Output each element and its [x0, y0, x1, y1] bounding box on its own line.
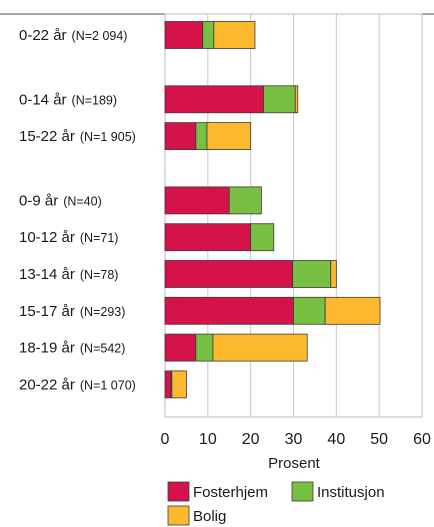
bar-segment-fosterhjem: [164, 223, 252, 252]
bar-segment-institusjon: [202, 21, 215, 49]
bar-segment-fosterhjem: [164, 21, 204, 49]
x-tick-labels: 0 10 20 30 40 50 60: [161, 431, 431, 448]
bar-segment-bolig: [330, 260, 337, 288]
legend: Fosterhjem Institusjon Bolig: [167, 481, 385, 526]
bar-segment-bolig: [206, 122, 252, 150]
bar-segment-fosterhjem: [164, 260, 294, 288]
bar-segment-bolig: [212, 333, 308, 362]
legend-swatch-fosterhjem: [167, 481, 190, 502]
bar-segment-institusjon: [195, 333, 214, 362]
bars: [164, 21, 381, 399]
x-tick-label: 0: [161, 431, 170, 448]
bar-segment-fosterhjem: [164, 85, 264, 114]
bar-segment-institusjon: [292, 260, 332, 288]
bar-segment-fosterhjem: [164, 333, 197, 362]
category-label: 0-22 år (N=2 094): [19, 27, 127, 44]
x-axis-title: Prosent: [268, 455, 321, 472]
bar-segment-bolig: [324, 296, 381, 325]
bar-segment-fosterhjem: [164, 370, 172, 399]
x-tick-label: 10: [199, 431, 217, 448]
category-label: 0-14 år (N=189): [19, 91, 117, 108]
x-tick-label: 50: [370, 431, 388, 448]
legend-label: Bolig: [193, 508, 226, 525]
category-labels: 0-22 år (N=2 094) 0-14 år (N=189) 15-22 år (N…: [19, 27, 136, 393]
category-label: 18-19 år (N=542): [19, 340, 125, 357]
bar-segment-institusjon: [293, 296, 326, 325]
bar-segment-bolig: [213, 21, 256, 49]
bar-segment-fosterhjem: [164, 296, 294, 325]
bar-segment-bolig: [171, 370, 187, 399]
category-label: 20-22 år (N=1 070): [19, 376, 136, 393]
bar-segment-institusjon: [195, 122, 208, 150]
x-tick-label: 60: [413, 431, 431, 448]
category-label: 15-17 år (N=293): [19, 303, 125, 320]
category-label: 10-12 år (N=71): [19, 229, 118, 246]
bar-segment-fosterhjem: [164, 186, 230, 215]
legend-swatch-institusjon: [291, 481, 314, 502]
legend-label: Fosterhjem: [193, 484, 268, 501]
x-tick-label: 40: [327, 431, 345, 448]
category-label: 13-14 år (N=78): [19, 266, 118, 283]
x-tick-label: 20: [242, 431, 260, 448]
bar-segment-fosterhjem: [164, 122, 197, 150]
bar-segment-institusjon: [263, 85, 296, 114]
category-label: 15-22 år (N=1 905): [19, 128, 136, 145]
legend-label: Institusjon: [317, 484, 385, 501]
bar-segment-institusjon: [228, 186, 262, 215]
legend-swatch-bolig: [167, 505, 190, 526]
bar-segment-bolig: [294, 85, 299, 114]
category-label: 0-9 år (N=40): [19, 192, 102, 209]
bar-segment-institusjon: [250, 223, 275, 252]
x-tick-label: 30: [285, 431, 303, 448]
